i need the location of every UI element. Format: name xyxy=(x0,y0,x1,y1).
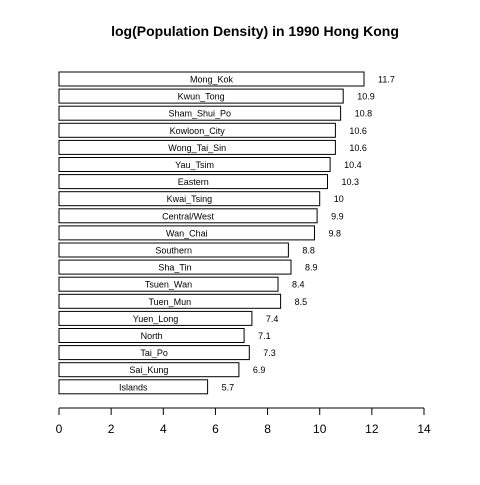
x-axis: 0 2 4 6 8 10 12 14 xyxy=(56,407,431,436)
bar-group: Islands 5.7 xyxy=(58,379,235,395)
bar xyxy=(58,225,315,241)
chart-title: log(Population Density) in 1990 Hong Kon… xyxy=(111,23,399,39)
bar xyxy=(58,362,240,378)
bar-group: Yau_Tsim 10.4 xyxy=(58,157,362,172)
bar-value-label: 7.4 xyxy=(266,314,279,324)
bar-category-label: Eastern xyxy=(178,177,209,187)
bar-group: Sham_Shui_Po 10.8 xyxy=(58,105,373,121)
bar-category-label: Yuen_Long xyxy=(133,314,179,324)
bar xyxy=(58,345,250,361)
bar-category-label: Kwun_Tong xyxy=(178,92,225,102)
bar-value-label: 6.9 xyxy=(253,365,266,375)
bar-category-label: Sha_Tin xyxy=(158,263,191,273)
x-axis-tick-label: 10 xyxy=(313,422,327,436)
bar-group: North 7.1 xyxy=(58,328,271,343)
bar-value-label: 8.9 xyxy=(305,263,318,273)
bar-value-label: 10.6 xyxy=(349,143,367,153)
x-axis-tick-label: 12 xyxy=(365,422,379,436)
x-axis-tick-label: 14 xyxy=(417,422,431,436)
x-axis-tick-label: 0 xyxy=(56,422,63,436)
bar-value-label: 8.5 xyxy=(295,297,308,307)
bar-value-label: 10.3 xyxy=(342,177,360,187)
bar-category-label: Tuen_Mun xyxy=(148,297,191,307)
bar xyxy=(58,71,365,87)
bar-value-label: 10 xyxy=(334,194,344,204)
x-axis-tick-label: 4 xyxy=(160,422,167,436)
bar xyxy=(58,139,336,155)
bar-value-label: 7.3 xyxy=(263,348,276,358)
bar-value-label: 8.4 xyxy=(292,280,305,290)
bar xyxy=(58,208,318,224)
bar-value-label: 10.4 xyxy=(344,160,362,170)
bar-category-label: Tai_Po xyxy=(140,348,168,358)
bar-group: Yuen_Long 7.4 xyxy=(58,310,279,326)
bar xyxy=(58,259,292,275)
bar-group: Sai_Kung 6.9 xyxy=(58,362,266,378)
bar-category-label: Wong_Tai_Sin xyxy=(168,143,226,153)
bar-group: Wan_Chai 9.8 xyxy=(58,225,342,241)
x-axis-tick-label: 8 xyxy=(264,422,271,436)
bar-value-label: 9.9 xyxy=(331,211,344,221)
bar-group: Kwun_Tong 10.9 xyxy=(58,88,375,104)
bar-category-label: Islands xyxy=(119,382,148,392)
bar xyxy=(58,157,331,172)
bar-group: Kwai_Tsing 10 xyxy=(58,191,344,207)
bar-category-label: Central/West xyxy=(162,211,214,221)
bar-group: Tuen_Mun 8.5 xyxy=(58,293,308,309)
bar xyxy=(58,122,336,138)
bar-value-label: 7.1 xyxy=(258,331,271,341)
bar xyxy=(58,174,328,190)
bar-category-label: Wan_Chai xyxy=(166,228,208,238)
bars-layer: Mong_Kok 11.7 Kwun_Tong 10.9 Sham_Shui_Po 10.… xyxy=(58,71,395,395)
bar-group: Tsuen_Wan 8.4 xyxy=(58,276,305,292)
bar-category-label: Southern xyxy=(155,246,192,256)
bar xyxy=(58,310,253,326)
bar-category-label: Tsuen_Wan xyxy=(145,280,192,290)
bar-category-label: North xyxy=(141,331,163,341)
bar xyxy=(58,191,321,207)
bar-value-label: 5.7 xyxy=(222,382,235,392)
bar-group: Kowloon_City 10.6 xyxy=(58,122,367,138)
bar-category-label: Sai_Kung xyxy=(129,365,168,375)
bar-value-label: 8.8 xyxy=(302,246,315,256)
bar-group: Central/West 9.9 xyxy=(58,208,344,224)
x-axis-tick-label: 6 xyxy=(212,422,219,436)
bar-value-label: 9.8 xyxy=(329,228,342,238)
bar-group: Southern 8.8 xyxy=(58,242,315,258)
bar xyxy=(58,379,209,395)
bar xyxy=(58,242,289,258)
bar-group: Wong_Tai_Sin 10.6 xyxy=(58,139,367,155)
bar xyxy=(58,293,282,309)
bar-value-label: 10.9 xyxy=(357,92,375,102)
bar-category-label: Sham_Shui_Po xyxy=(169,109,232,119)
bar-group: Sha_Tin 8.9 xyxy=(58,259,318,275)
bar-group: Tai_Po 7.3 xyxy=(58,345,276,361)
bar-category-label: Kwai_Tsing xyxy=(167,194,213,204)
bar xyxy=(58,328,245,343)
bar-category-label: Mong_Kok xyxy=(190,75,234,85)
bar xyxy=(58,105,342,121)
bar xyxy=(58,88,344,104)
bar-value-label: 10.6 xyxy=(349,126,367,136)
bar-group: Mong_Kok 11.7 xyxy=(58,71,395,87)
x-axis-tick-label: 2 xyxy=(108,422,115,436)
bar-category-label: Kowloon_City xyxy=(170,126,226,136)
bar xyxy=(58,276,279,292)
bar-value-label: 10.8 xyxy=(355,109,373,119)
bar-group: Eastern 10.3 xyxy=(58,174,360,190)
bar-value-label: 11.7 xyxy=(378,75,395,85)
bar-category-label: Yau_Tsim xyxy=(175,160,214,170)
